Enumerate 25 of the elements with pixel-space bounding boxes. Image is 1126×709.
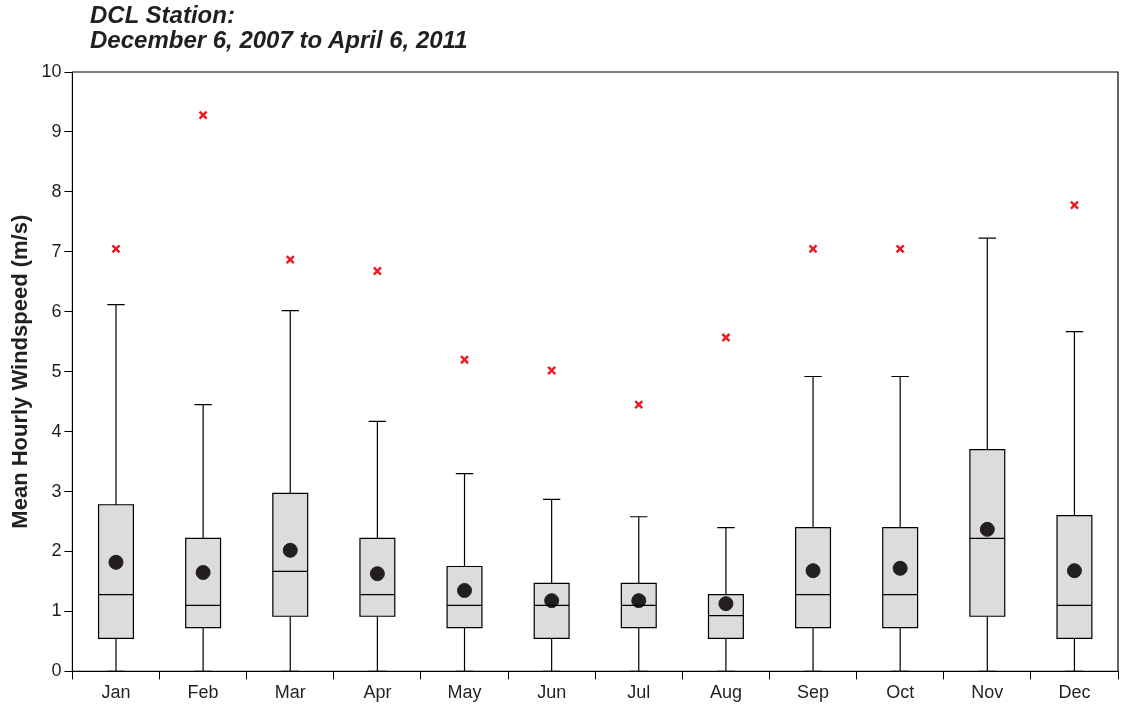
x-tick-label: Feb [187, 682, 219, 703]
x-tick-label: Dec [1058, 682, 1091, 703]
y-tick-label: 10 [41, 60, 62, 81]
y-tick-label: 9 [51, 120, 62, 141]
x-tick-label: Mar [274, 682, 306, 703]
x-tick-label: Jun [537, 682, 567, 703]
y-tick-label: 5 [51, 360, 62, 381]
y-tick-label: 3 [51, 480, 62, 501]
x-tick-label: May [447, 682, 482, 703]
x-tick-label: Jan [101, 682, 131, 703]
y-tick-label: 4 [51, 420, 62, 441]
chart-title: DCL Station: December 6, 2007 to April 6, 2011 [90, 1, 468, 53]
x-tick-label: Jul [627, 682, 651, 703]
y-tick-label: 0 [51, 660, 62, 681]
y-tick-label: 8 [51, 180, 62, 201]
x-tick-label: Sep [797, 682, 830, 703]
y-tick-label: 2 [51, 540, 62, 561]
x-tick-label: Aug [709, 682, 742, 703]
x-tick-label: Oct [886, 682, 915, 703]
y-tick-label: 6 [51, 300, 62, 321]
y-tick-label: 7 [51, 240, 62, 261]
x-tick-label: Apr [363, 682, 392, 703]
x-tick-label: Nov [971, 682, 1004, 703]
y-axis-title: Mean Hourly Windspeed (m/s) [7, 214, 33, 529]
y-tick-label: 1 [51, 600, 62, 621]
